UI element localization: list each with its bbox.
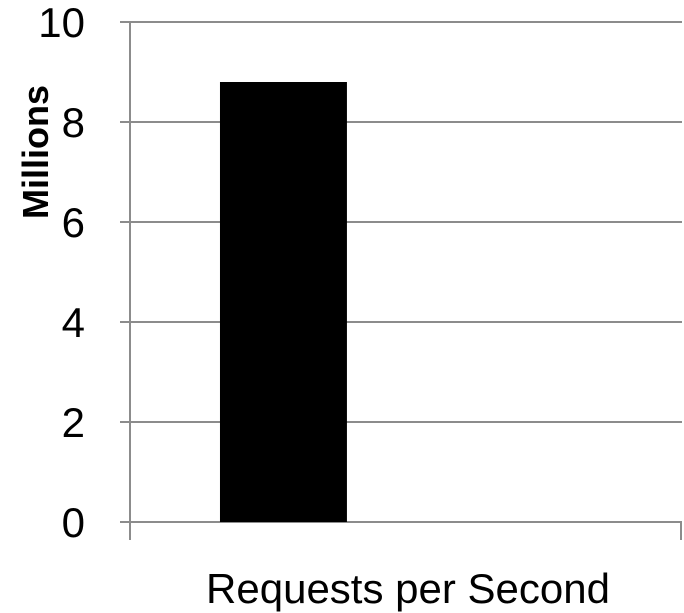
- bar-0: [219, 82, 347, 522]
- axes: [120, 21, 682, 540]
- gridlines: [130, 21, 682, 423]
- y-axis-title: Millions: [15, 85, 56, 219]
- x-axis-title: Requests per Second: [206, 565, 610, 612]
- bars: [219, 82, 347, 522]
- y-tick-label-1: 2: [62, 399, 85, 446]
- y-tick-label-2: 4: [62, 299, 85, 346]
- tick-labels: 0 2 4 6 8 10: [38, 0, 85, 546]
- y-tick-label-4: 8: [62, 99, 85, 146]
- y-tick-label-3: 6: [62, 199, 85, 246]
- y-tick-label-0: 0: [62, 499, 85, 546]
- y-tick-label-5: 10: [38, 0, 85, 46]
